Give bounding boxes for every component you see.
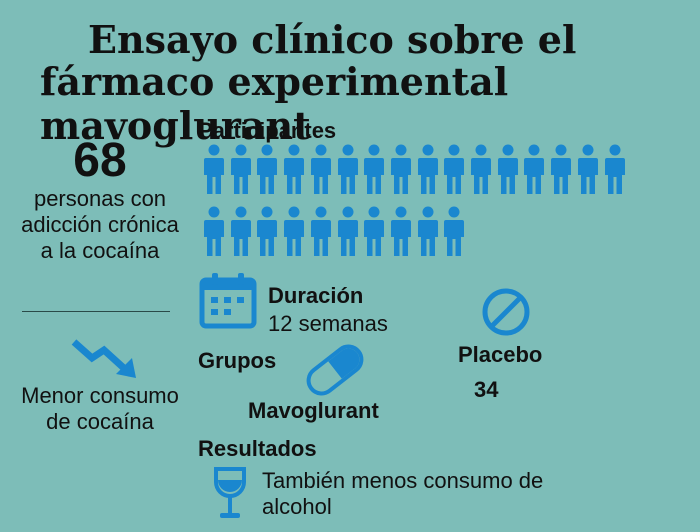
results-label: Resultados	[198, 436, 317, 461]
result-secondary: También menos consumo de alcohol	[262, 468, 544, 519]
person-icon	[283, 144, 305, 196]
title-line-2: fármaco experimental mavoglurant	[40, 59, 509, 148]
person-icon	[577, 144, 599, 196]
placebo-label: Placebo	[458, 342, 543, 367]
person-icon	[443, 206, 465, 258]
person-icon	[256, 144, 278, 196]
duration-value: 12 semanas	[268, 311, 388, 336]
placebo-count: 34	[474, 377, 499, 402]
trend-down-icon	[70, 336, 140, 380]
person-icon	[230, 206, 252, 258]
person-icon	[203, 144, 225, 196]
person-icon	[604, 144, 626, 196]
result-main: Menor consumo de cocaína	[21, 383, 179, 434]
person-icon	[390, 206, 412, 258]
pill-icon	[300, 340, 370, 400]
person-icon	[230, 144, 252, 196]
person-icon	[417, 144, 439, 196]
participant-description: personas con adicción crónica a la cocaí…	[21, 186, 179, 263]
person-icon	[470, 144, 492, 196]
divider	[22, 311, 170, 312]
title-line-1: Ensayo clínico sobre el	[88, 17, 577, 62]
person-icon	[283, 206, 305, 258]
mavoglurant-label: Mavoglurant	[248, 398, 379, 423]
person-icon	[497, 144, 519, 196]
person-icon	[203, 206, 225, 258]
calendar-icon	[198, 272, 258, 330]
wine-glass-icon	[212, 466, 248, 522]
person-icon	[390, 144, 412, 196]
person-icon	[443, 144, 465, 196]
person-icon	[256, 206, 278, 258]
person-icon	[363, 144, 385, 196]
person-icon	[310, 206, 332, 258]
person-icon	[310, 144, 332, 196]
person-icon	[417, 206, 439, 258]
person-icon	[523, 144, 545, 196]
participants-label: Participantes	[198, 118, 337, 143]
participant-count: 68	[73, 134, 127, 187]
prohibited-icon	[480, 286, 532, 338]
groups-label: Grupos	[198, 348, 277, 373]
person-icon	[337, 206, 359, 258]
duration-label: Duración	[268, 283, 364, 308]
person-icon	[550, 144, 572, 196]
person-icon	[363, 206, 385, 258]
person-icon	[337, 144, 359, 196]
